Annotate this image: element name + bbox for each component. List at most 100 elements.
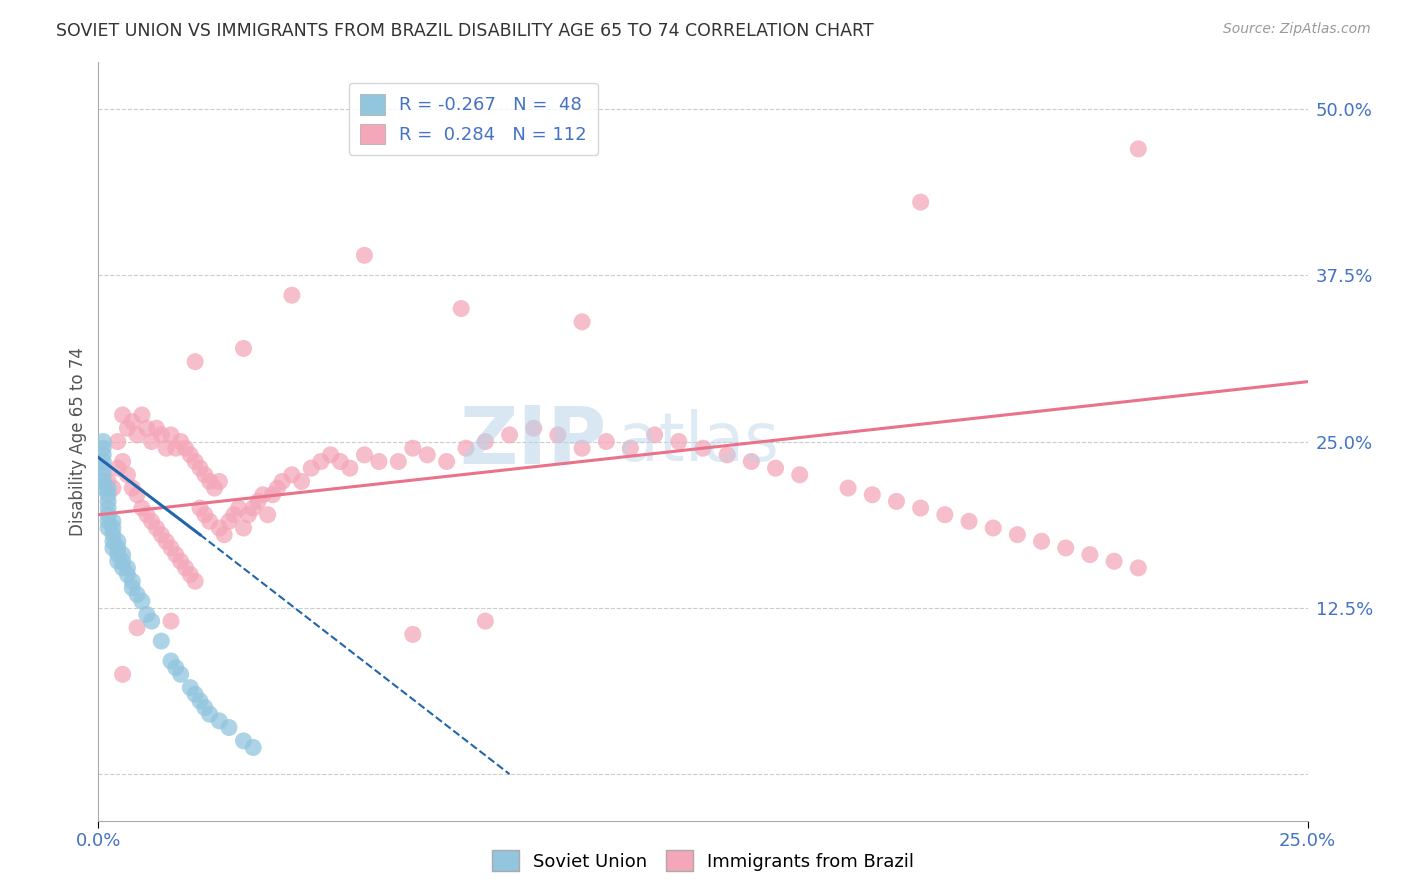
- Point: [194, 508, 217, 522]
- Point: [97, 488, 120, 502]
- Point: [416, 448, 439, 462]
- Point: [145, 521, 167, 535]
- Point: [256, 508, 278, 522]
- Text: ZIP: ZIP: [458, 402, 606, 481]
- Point: [97, 508, 120, 522]
- Point: [91, 454, 114, 468]
- Point: [1054, 541, 1077, 555]
- Point: [101, 541, 124, 555]
- Point: [208, 521, 231, 535]
- Point: [97, 475, 120, 489]
- Point: [101, 514, 124, 528]
- Point: [121, 581, 143, 595]
- Point: [101, 481, 124, 495]
- Point: [131, 594, 153, 608]
- Point: [107, 434, 129, 449]
- Point: [232, 342, 254, 356]
- Point: [402, 627, 425, 641]
- Point: [232, 734, 254, 748]
- Point: [97, 501, 120, 516]
- Point: [910, 195, 932, 210]
- Point: [208, 714, 231, 728]
- Point: [668, 434, 690, 449]
- Point: [127, 587, 149, 601]
- Point: [121, 574, 143, 589]
- Point: [281, 288, 304, 302]
- Point: [107, 548, 129, 562]
- Point: [111, 408, 134, 422]
- Point: [91, 461, 114, 475]
- Point: [281, 467, 304, 482]
- Point: [101, 527, 124, 541]
- Point: [886, 494, 908, 508]
- Text: atlas: atlas: [619, 409, 779, 475]
- Point: [101, 534, 124, 549]
- Y-axis label: Disability Age 65 to 74: Disability Age 65 to 74: [69, 347, 87, 536]
- Point: [309, 454, 332, 468]
- Point: [155, 534, 177, 549]
- Point: [160, 428, 183, 442]
- Point: [117, 421, 139, 435]
- Point: [91, 481, 114, 495]
- Point: [290, 475, 312, 489]
- Point: [644, 428, 666, 442]
- Point: [111, 561, 134, 575]
- Point: [145, 421, 167, 435]
- Point: [238, 508, 260, 522]
- Point: [319, 448, 342, 462]
- Point: [107, 541, 129, 555]
- Point: [242, 740, 264, 755]
- Point: [194, 700, 217, 714]
- Point: [127, 428, 149, 442]
- Point: [121, 481, 143, 495]
- Point: [188, 461, 211, 475]
- Point: [169, 434, 191, 449]
- Point: [716, 448, 738, 462]
- Point: [111, 554, 134, 568]
- Point: [150, 634, 173, 648]
- Point: [135, 508, 157, 522]
- Point: [107, 554, 129, 568]
- Point: [111, 548, 134, 562]
- Point: [91, 448, 114, 462]
- Point: [474, 614, 496, 628]
- Point: [135, 421, 157, 435]
- Point: [131, 408, 153, 422]
- Point: [91, 475, 114, 489]
- Point: [198, 514, 221, 528]
- Point: [547, 428, 569, 442]
- Point: [165, 661, 187, 675]
- Point: [169, 554, 191, 568]
- Point: [1031, 534, 1053, 549]
- Point: [523, 421, 546, 435]
- Point: [204, 481, 226, 495]
- Point: [111, 667, 134, 681]
- Point: [194, 467, 217, 482]
- Point: [329, 454, 352, 468]
- Point: [957, 514, 980, 528]
- Point: [218, 721, 240, 735]
- Point: [150, 428, 173, 442]
- Point: [174, 561, 197, 575]
- Point: [981, 521, 1004, 535]
- Point: [387, 454, 409, 468]
- Point: [127, 621, 149, 635]
- Point: [353, 248, 375, 262]
- Point: [1007, 527, 1029, 541]
- Point: [127, 488, 149, 502]
- Point: [160, 654, 183, 668]
- Point: [117, 561, 139, 575]
- Point: [160, 614, 183, 628]
- Point: [262, 488, 284, 502]
- Point: [141, 614, 163, 628]
- Point: [141, 434, 163, 449]
- Point: [135, 607, 157, 622]
- Point: [107, 461, 129, 475]
- Point: [165, 548, 187, 562]
- Point: [837, 481, 859, 495]
- Point: [368, 454, 391, 468]
- Point: [1078, 548, 1101, 562]
- Point: [339, 461, 361, 475]
- Point: [107, 534, 129, 549]
- Point: [1128, 142, 1150, 156]
